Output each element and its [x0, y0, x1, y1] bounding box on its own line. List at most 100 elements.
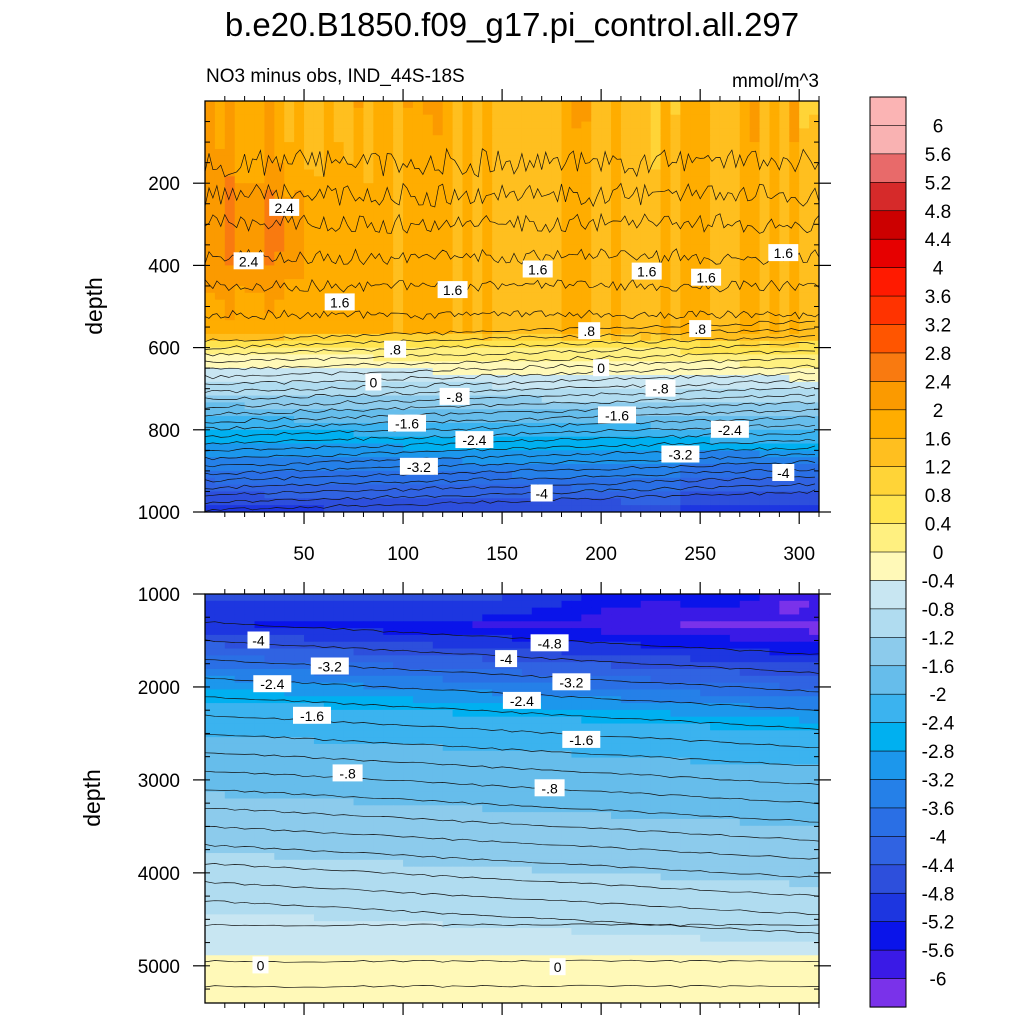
- field-cell: [304, 101, 315, 109]
- field-cell: [373, 641, 384, 650]
- field-cell: [531, 217, 543, 225]
- field-cell: [719, 183, 731, 191]
- field-cell: [264, 107, 275, 116]
- field-cell: [710, 689, 721, 697]
- field-cell: [323, 505, 335, 512]
- field-cell: [670, 594, 681, 602]
- field-cell: [729, 217, 741, 225]
- field-cell: [799, 340, 810, 349]
- field-cell: [482, 422, 493, 431]
- field-cell: [710, 244, 721, 253]
- field-cell: [422, 114, 434, 123]
- field-cell: [749, 183, 761, 191]
- field-cell: [403, 621, 414, 629]
- field-cell: [700, 641, 711, 650]
- field-cell: [799, 477, 810, 486]
- field-cell: [581, 313, 592, 321]
- field-cell: [739, 251, 751, 260]
- field-cell: [393, 169, 404, 177]
- field-cell: [719, 621, 731, 629]
- field-cell: [601, 422, 612, 431]
- field-cell: [719, 320, 731, 328]
- field-cell: [710, 470, 721, 479]
- field-cell: [294, 121, 305, 129]
- field-cell: [630, 628, 642, 636]
- field-cell: [769, 107, 780, 116]
- field-cell: [403, 675, 414, 684]
- field-cell: [304, 689, 315, 697]
- field-cell: [284, 114, 295, 123]
- field-cell: [521, 306, 533, 314]
- field-cell: [214, 354, 226, 362]
- field-cell: [274, 101, 285, 109]
- field-cell: [660, 668, 672, 677]
- field-cell: [502, 196, 513, 205]
- field-cell: [313, 169, 325, 177]
- field-cell: [729, 169, 741, 177]
- field-cell: [769, 313, 780, 321]
- field-cell: [680, 689, 691, 697]
- field-cell: [412, 696, 424, 704]
- field-cell: [412, 409, 424, 417]
- field-cell: [640, 600, 652, 609]
- field-cell: [541, 675, 553, 684]
- field-cell: [254, 196, 266, 205]
- field-cell: [749, 621, 761, 629]
- contour-label: 1.6: [768, 244, 799, 262]
- field-cell: [779, 443, 790, 451]
- field-cell: [749, 272, 761, 280]
- field-cell: [442, 628, 454, 636]
- field-cell: [304, 409, 315, 417]
- field-cell: [205, 648, 216, 656]
- field-cell: [214, 244, 226, 253]
- field-cell: [244, 238, 256, 246]
- field-cell: [719, 607, 731, 616]
- field-cell: [789, 258, 800, 266]
- field-cell: [502, 183, 513, 191]
- field-cell: [393, 135, 404, 143]
- field-cell: [769, 155, 780, 164]
- field-cell: [284, 470, 295, 479]
- field-cell: [214, 402, 226, 410]
- field-cell: [482, 292, 493, 301]
- field-cell: [571, 327, 582, 335]
- contour-line: [205, 453, 816, 476]
- field-cell: [789, 443, 800, 451]
- field-cell: [403, 450, 414, 458]
- field-cell: [422, 121, 434, 129]
- field-cell: [660, 121, 672, 129]
- field-cell: [690, 689, 701, 697]
- field-cell: [571, 498, 582, 506]
- field-cell: [284, 491, 295, 499]
- field-cell: [274, 491, 285, 499]
- field-cell: [343, 628, 355, 636]
- field-cell: [789, 169, 800, 177]
- field-cell: [719, 477, 731, 486]
- contour-label-text: -4: [535, 486, 548, 502]
- field-cell: [412, 388, 424, 397]
- field-cell: [640, 354, 652, 362]
- field-cell: [393, 450, 404, 458]
- field-cell: [561, 292, 573, 301]
- field-cell: [630, 505, 642, 512]
- field-cell: [234, 107, 246, 116]
- field-cell: [650, 477, 662, 486]
- field-cell: [363, 416, 374, 424]
- field-cell: [799, 155, 810, 164]
- field-cell: [680, 114, 691, 123]
- field-cell: [343, 641, 355, 650]
- field-cell: [373, 675, 384, 684]
- field-cell: [284, 388, 295, 397]
- field-cell: [690, 668, 701, 677]
- field-cell: [462, 668, 473, 677]
- field-cell: [779, 409, 790, 417]
- field-cell: [531, 388, 543, 397]
- field-cell: [333, 121, 345, 129]
- field-cell: [403, 607, 414, 616]
- field-cell: [284, 333, 295, 342]
- field-cell: [304, 361, 315, 369]
- field-cell: [650, 416, 662, 424]
- field-cell: [205, 258, 216, 266]
- field-cell: [432, 689, 444, 697]
- field-cell: [254, 107, 266, 116]
